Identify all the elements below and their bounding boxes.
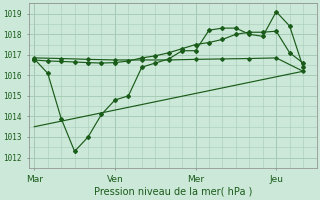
X-axis label: Pression niveau de la mer( hPa ): Pression niveau de la mer( hPa )	[93, 187, 252, 197]
